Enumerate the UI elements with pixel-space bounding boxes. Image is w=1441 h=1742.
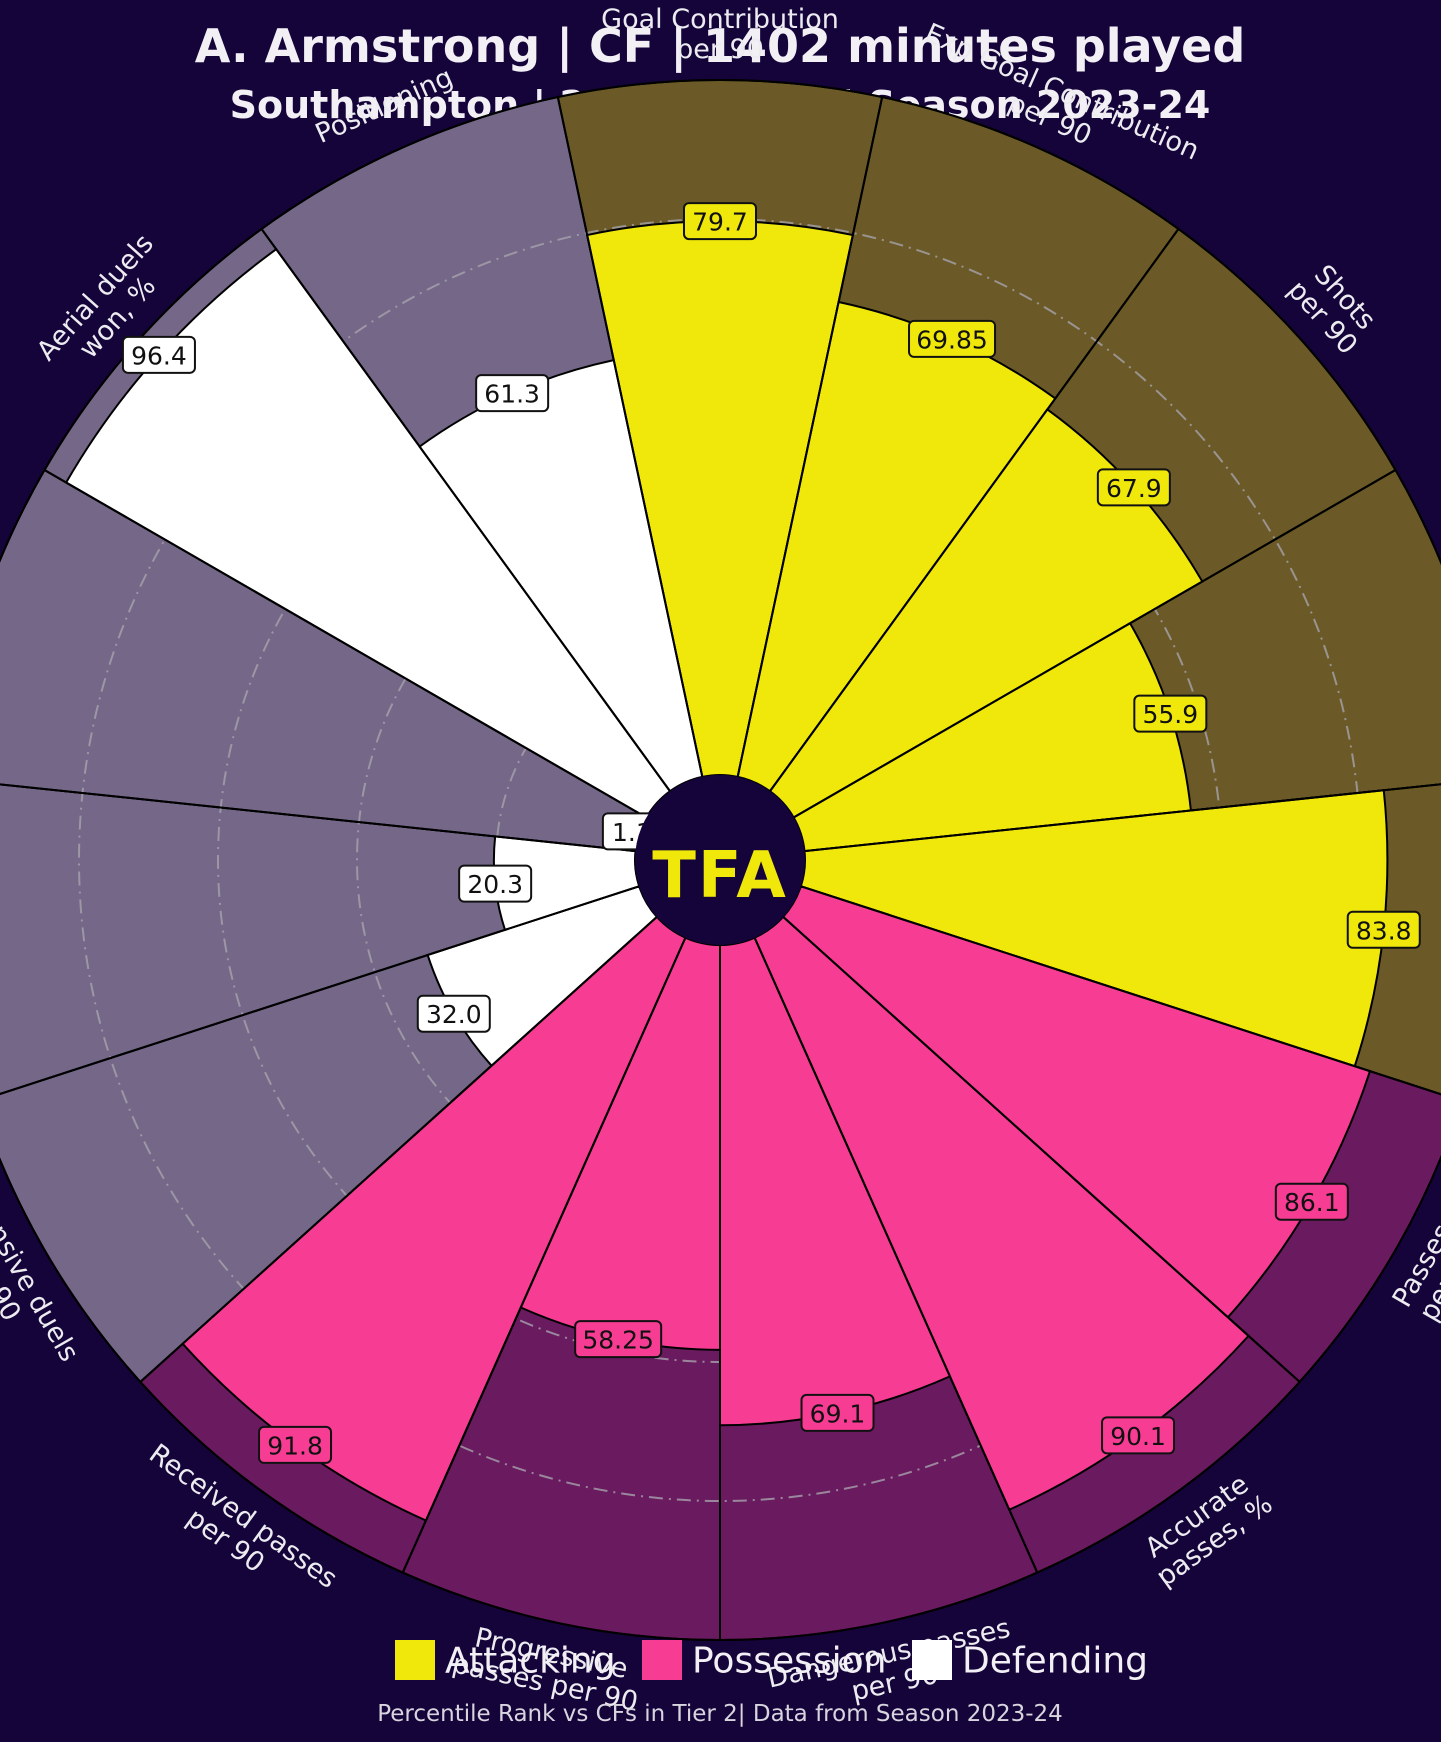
slice-bar-goal-contribution-per-90 (585, 220, 855, 779)
value-text: 69.1 (810, 1399, 866, 1428)
legend-label: Attacking (445, 1641, 616, 1682)
value-text: 83.8 (1356, 916, 1412, 945)
value-box (1101, 1416, 1176, 1455)
legend: Attacking Possession Defending (395, 1640, 1148, 1682)
value-label-exp-goal-contribution-per-90: 69.85 (908, 319, 997, 358)
legend-swatch (912, 1640, 952, 1680)
legend-item-possession: Possession (642, 1640, 886, 1682)
value-text: 32.0 (426, 1000, 482, 1029)
value-box (1346, 910, 1421, 949)
value-label-passes-per-90: 86.1 (1274, 1182, 1349, 1221)
value-text: 79.7 (692, 208, 748, 237)
footer-note: Percentile Rank vs CFs in Tier 2| Data f… (377, 1701, 1063, 1727)
slice-separator (401, 937, 687, 1573)
value-box (1133, 694, 1208, 733)
value-label-dribbles-per-90: 55.9 (1133, 694, 1208, 733)
value-label-progressive-passes-per-90: 58.25 (574, 1320, 663, 1359)
legend-swatch (642, 1640, 682, 1680)
value-label-defensive-duels-per-90: 32.0 (416, 994, 491, 1033)
value-label-dangerous-passes-per-90: 69.1 (800, 1393, 875, 1432)
value-box (121, 335, 196, 374)
slice-separator (782, 916, 1301, 1383)
value-text: 86.1 (1284, 1188, 1340, 1217)
value-box (416, 994, 491, 1033)
value-box (475, 374, 550, 413)
value-text: 55.9 (1142, 700, 1198, 729)
value-box (1274, 1182, 1349, 1221)
slice-separator (769, 228, 1180, 792)
value-box (574, 1320, 663, 1359)
category-label-line: Goal Contribution (601, 4, 839, 35)
value-text: 90.1 (1110, 1422, 1166, 1451)
value-box (908, 319, 997, 358)
slice-separator (260, 228, 671, 792)
value-label-goal-contribution-per-90: 79.7 (683, 202, 757, 241)
value-box (258, 1425, 333, 1464)
value-text: 58.25 (582, 1326, 654, 1355)
value-text: 96.4 (131, 341, 187, 370)
outer-ring (0, 79, 1441, 1641)
chart-title: A. Armstrong | CF | 1402 minutes played (195, 19, 1246, 74)
slice-separator (0, 783, 636, 853)
legend-item-defending: Defending (912, 1640, 1148, 1682)
slice-bars (64, 220, 1389, 1522)
value-text: 67.9 (1106, 474, 1162, 503)
legend-item-attacking: Attacking (395, 1640, 616, 1682)
value-label-shots-per-90: 67.9 (1096, 468, 1171, 507)
legend-label: Defending (962, 1641, 1148, 1682)
legend-swatch (395, 1640, 435, 1680)
value-labels: 79.7 69.85 67.9 55.9 83.8 86.1 90.1 69.1 58.25 91… (121, 202, 1421, 1464)
value-label-positioning: 61.3 (475, 374, 550, 413)
center-logo-circle (635, 775, 805, 945)
value-text: 69.85 (916, 325, 988, 354)
value-label-accurate-passes: 90.1 (1101, 1416, 1176, 1455)
slice-separator (44, 469, 647, 819)
tfa-logo: TFA (652, 839, 788, 913)
value-label-received-passes-per-90: 91.8 (258, 1425, 333, 1464)
value-text: 61.3 (484, 380, 540, 409)
value-label-aerial-duels-won: 96.4 (121, 335, 196, 374)
value-label-defensive-duels-won: 20.3 (458, 864, 533, 903)
slice-separator (753, 937, 1039, 1573)
slice-separator (139, 916, 658, 1383)
legend-label: Possession (692, 1641, 886, 1682)
slice-separator (804, 783, 1441, 853)
value-box (800, 1393, 875, 1432)
value-box (683, 202, 757, 241)
slice-bar-exp-goal-contribution-per-90 (736, 300, 1057, 793)
category-label-line: per 90 (676, 34, 764, 65)
slice-separator (800, 885, 1441, 1096)
slice-separators (0, 79, 1441, 1641)
slice-separator (0, 885, 640, 1095)
value-box (1096, 468, 1171, 507)
slice-separator (736, 96, 884, 778)
slice-separator (793, 469, 1396, 819)
value-text: 20.3 (467, 870, 523, 899)
slice-separator (556, 96, 704, 778)
category-label-goal-contribution-per-90: Goal Contribution per 90 (601, 4, 839, 65)
value-box (458, 864, 533, 903)
value-label-opp-penalty-area-touches-per-90: 83.8 (1346, 910, 1421, 949)
value-text: 91.8 (267, 1431, 323, 1460)
